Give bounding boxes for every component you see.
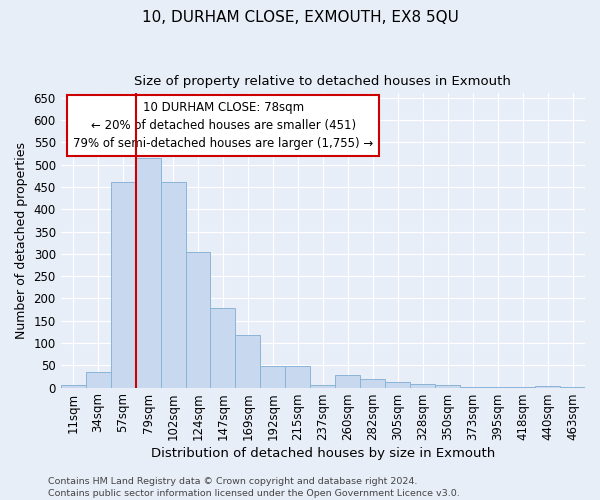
Bar xyxy=(86,372,110,388)
Bar xyxy=(360,378,385,388)
Text: 10 DURHAM CLOSE: 78sqm
← 20% of detached houses are smaller (451)
79% of semi-de: 10 DURHAM CLOSE: 78sqm ← 20% of detached… xyxy=(73,100,373,150)
Y-axis label: Number of detached properties: Number of detached properties xyxy=(15,142,28,339)
Text: Contains HM Land Registry data © Crown copyright and database right 2024.
Contai: Contains HM Land Registry data © Crown c… xyxy=(48,476,460,498)
Bar xyxy=(161,182,185,388)
Bar xyxy=(211,308,235,388)
Bar xyxy=(185,252,211,388)
Bar xyxy=(535,386,560,388)
Bar xyxy=(286,366,310,388)
Bar xyxy=(260,366,286,388)
Title: Size of property relative to detached houses in Exmouth: Size of property relative to detached ho… xyxy=(134,75,511,88)
Bar xyxy=(460,386,485,388)
Bar xyxy=(235,336,260,388)
Bar xyxy=(61,386,86,388)
Bar xyxy=(136,158,161,388)
Bar xyxy=(410,384,435,388)
Bar xyxy=(335,375,360,388)
Bar xyxy=(385,382,410,388)
Text: 10, DURHAM CLOSE, EXMOUTH, EX8 5QU: 10, DURHAM CLOSE, EXMOUTH, EX8 5QU xyxy=(142,10,458,25)
Bar xyxy=(110,182,136,388)
Bar xyxy=(310,385,335,388)
Bar xyxy=(435,386,460,388)
X-axis label: Distribution of detached houses by size in Exmouth: Distribution of detached houses by size … xyxy=(151,447,495,460)
